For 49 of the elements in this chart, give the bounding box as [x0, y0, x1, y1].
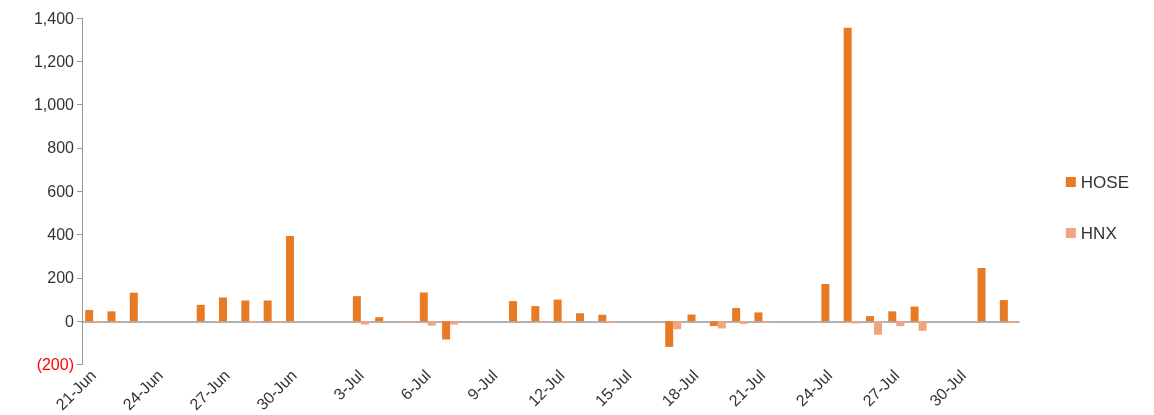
bar	[673, 321, 682, 330]
bar	[427, 321, 436, 326]
bar	[896, 321, 905, 327]
bar	[85, 310, 94, 322]
bar	[754, 312, 763, 322]
bar	[888, 311, 897, 322]
y-tick-label: 1,000	[33, 96, 75, 114]
bar	[196, 304, 205, 322]
bar	[419, 292, 428, 322]
bar	[575, 313, 584, 322]
bar	[107, 311, 116, 322]
y-tick-label: 600	[47, 182, 75, 200]
bar	[918, 321, 927, 331]
y-tick-label: 800	[47, 139, 75, 157]
legend-label: HNX	[1080, 223, 1117, 243]
y-tick-label: 400	[47, 226, 75, 244]
bar	[821, 284, 830, 322]
bar	[263, 300, 272, 322]
y-tick-label: 1,200	[33, 52, 75, 70]
bar	[352, 296, 361, 322]
bar	[999, 300, 1008, 322]
bar	[873, 321, 882, 335]
bar	[360, 321, 369, 325]
bar	[375, 317, 384, 322]
bar	[910, 306, 919, 322]
bar	[851, 321, 860, 324]
bar	[665, 321, 674, 347]
y-tick-label: 0	[65, 312, 75, 330]
bar	[717, 321, 726, 329]
bar	[442, 321, 451, 340]
bar	[531, 306, 540, 322]
legend-label: HOSE	[1080, 172, 1130, 192]
bar	[553, 299, 562, 322]
bar	[740, 321, 749, 324]
bar	[509, 301, 518, 322]
y-tick-label: 200	[47, 269, 75, 287]
bar	[285, 235, 294, 322]
bar	[598, 314, 607, 322]
bar	[843, 27, 852, 322]
bar	[732, 308, 741, 322]
bar	[241, 300, 250, 322]
bar	[865, 316, 874, 322]
bar	[709, 321, 718, 327]
bar	[129, 292, 138, 322]
y-tick-label: (200)	[36, 356, 74, 374]
bar	[977, 268, 986, 322]
bar	[219, 297, 228, 322]
bar	[450, 321, 459, 325]
y-tick-label: 1,400	[33, 9, 75, 27]
